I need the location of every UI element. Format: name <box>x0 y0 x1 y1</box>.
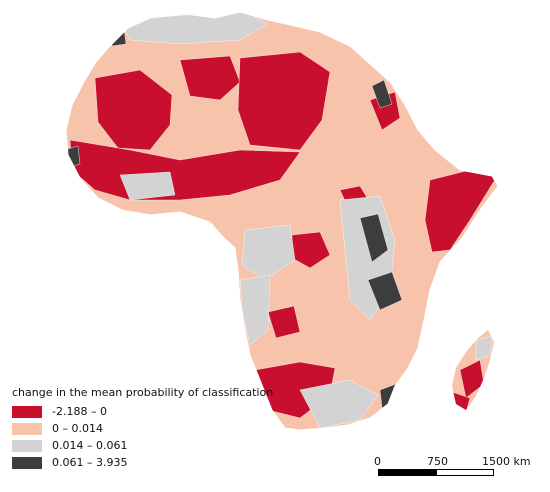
legend-item-3: 0.014 – 0.061 <box>12 437 273 454</box>
legend-item-1: -2.188 – 0 <box>12 403 273 420</box>
region-grey-angola <box>239 274 271 346</box>
region-red-west <box>94 69 173 151</box>
region-dark-2 <box>367 271 403 311</box>
region-grey-westafrica <box>119 171 176 201</box>
legend-item-4: 0.061 – 3.935 <box>12 454 273 471</box>
scale-label-750: 750 <box>427 455 448 468</box>
region-grey-south <box>299 379 379 429</box>
region-dark-3 <box>371 79 393 109</box>
legend-swatch-1 <box>12 405 42 418</box>
scale-segment-black <box>378 469 436 476</box>
legend: change in the mean probability of classi… <box>12 386 273 471</box>
region-dark-5 <box>361 23 383 47</box>
legend-label-4: 0.061 – 3.935 <box>52 456 128 469</box>
legend-label-1: -2.188 – 0 <box>52 405 107 418</box>
legend-title: change in the mean probability of classi… <box>12 386 274 399</box>
scale-segment-white <box>436 469 494 476</box>
region-dark-4 <box>66 145 81 169</box>
madagascar <box>452 330 494 410</box>
region-grey-westcentral <box>241 224 296 281</box>
legend-swatch-3 <box>12 439 42 452</box>
legend-label-3: 0.014 – 0.061 <box>52 439 128 452</box>
legend-swatch-4 <box>12 456 42 469</box>
legend-swatch-2 <box>12 422 42 435</box>
region-red-north <box>179 55 241 101</box>
region-red-central-sahara <box>237 51 331 151</box>
scale-label-0: 0 <box>374 455 381 468</box>
region-red-south-central <box>267 305 301 339</box>
scale-label-1500: 1500 km <box>482 455 531 468</box>
scale-bar: 0 750 1500 km <box>372 455 537 481</box>
mada-grey <box>475 335 493 361</box>
legend-label-2: 0 – 0.014 <box>52 422 103 435</box>
legend-item-2: 0 – 0.014 <box>12 420 273 437</box>
region-dark-1 <box>359 213 389 263</box>
